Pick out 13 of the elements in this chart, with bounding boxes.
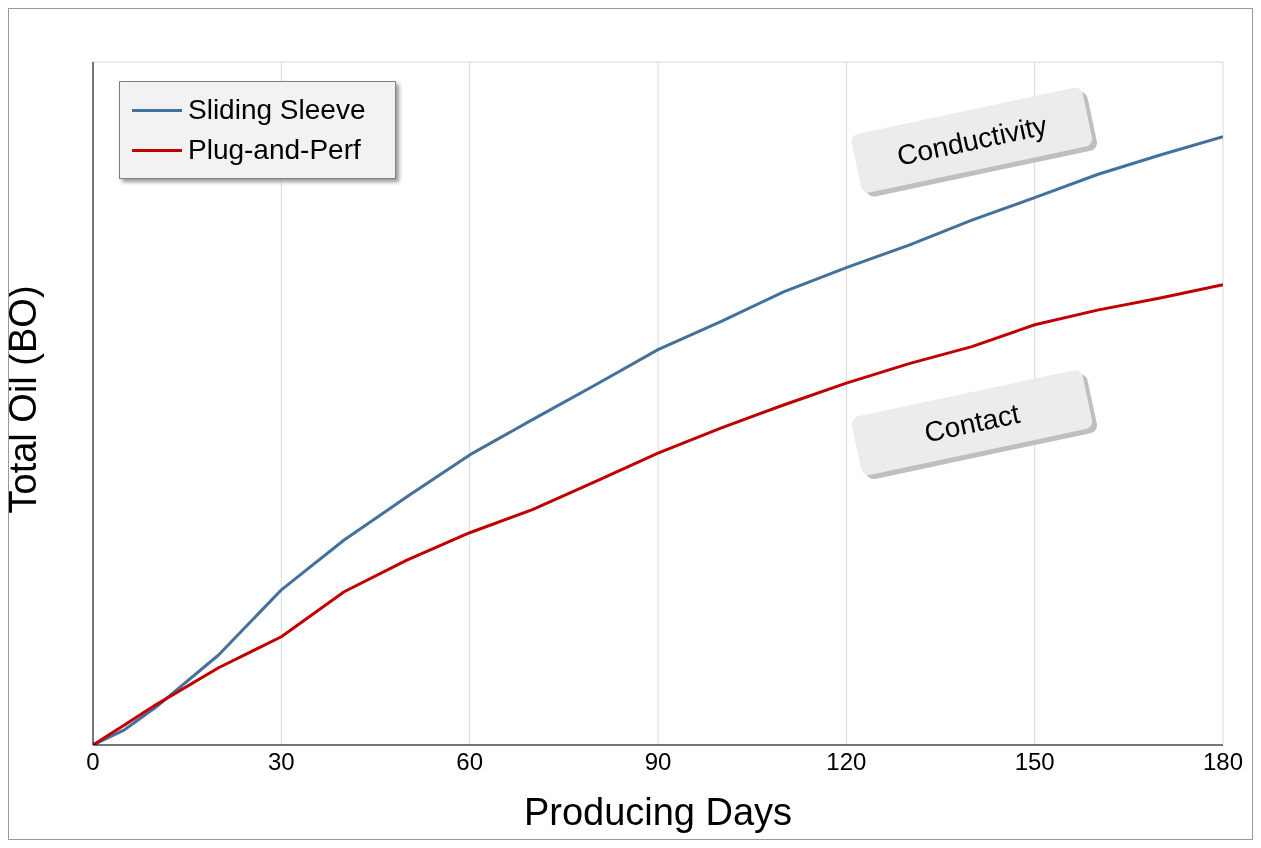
x-tick-label: 90 bbox=[644, 748, 672, 776]
y-axis-title: Total Oil (BO) bbox=[2, 285, 45, 514]
x-axis-title: Producing Days bbox=[523, 791, 793, 833]
annotation: Conductivity bbox=[894, 109, 1050, 172]
x-tick-label: 180 bbox=[1202, 748, 1244, 776]
legend-label: Sliding Sleeve bbox=[188, 93, 366, 127]
x-tick-label: 120 bbox=[826, 748, 867, 776]
x-tick-label: 30 bbox=[267, 748, 295, 776]
x-tick-label: 60 bbox=[456, 748, 484, 776]
annotation: Contact bbox=[921, 397, 1023, 449]
x-tick-label: 150 bbox=[1014, 748, 1055, 776]
legend-label: Plug-and-Perf bbox=[188, 133, 361, 167]
x-tick-label: 0 bbox=[86, 748, 100, 776]
